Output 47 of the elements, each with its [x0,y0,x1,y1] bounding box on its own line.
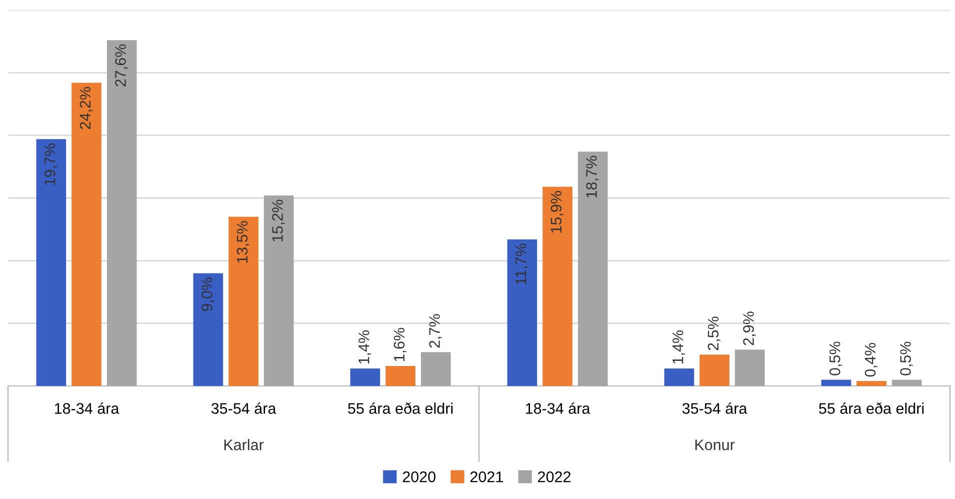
data-label: 15,9% [550,191,564,233]
bar [821,380,852,386]
bar [700,354,730,386]
bar [856,380,886,386]
x-tick-label: 35-54 ára [682,402,748,414]
data-label: 24,2% [80,86,92,129]
x-tick-label: 18-34 ára [54,402,120,414]
x-tick-label: 55 ára eða eldri [348,402,453,414]
x-tick-label: 55 ára eða eldri [819,402,924,414]
data-label: 2,9% [743,312,756,346]
legend-label: 2021 [470,471,503,482]
data-label: 1,4% [358,330,372,364]
bar [193,273,224,386]
data-label: 1,4% [672,330,686,364]
data-label: 0,5% [829,342,842,376]
data-label: 13,5% [236,221,250,263]
data-label: 18,7% [586,156,599,198]
legend-label: 2022 [538,471,570,482]
data-label: 19,7% [44,143,58,186]
data-label: 2,7% [429,314,442,348]
legend-label: 2020 [402,471,436,482]
text: Konur [695,440,735,450]
data-label: 0,4% [864,342,878,377]
data-label: 11,7% [516,244,528,284]
bar [420,352,451,386]
bar [734,350,765,386]
data-label: 27,6% [115,44,128,86]
bar [106,40,137,386]
bar [350,368,380,386]
text: Karlar [224,439,264,450]
data-label: 2,5% [708,316,720,350]
bar [228,216,258,386]
bar [542,186,572,386]
data-label: 1,6% [394,328,406,362]
bar [507,239,538,386]
bar [264,195,294,386]
x-tick-label: 18-34 ára [526,402,590,414]
bar [664,368,694,386]
bar [386,366,416,386]
bar [892,380,922,386]
bar [578,152,608,386]
x-tick-label: 35-54 ára [211,402,276,414]
bar [36,139,66,386]
data-label: 9,0% [201,278,214,312]
data-label: 15,2% [272,200,285,242]
data-label: 0,5% [900,342,913,376]
bar [72,82,102,386]
